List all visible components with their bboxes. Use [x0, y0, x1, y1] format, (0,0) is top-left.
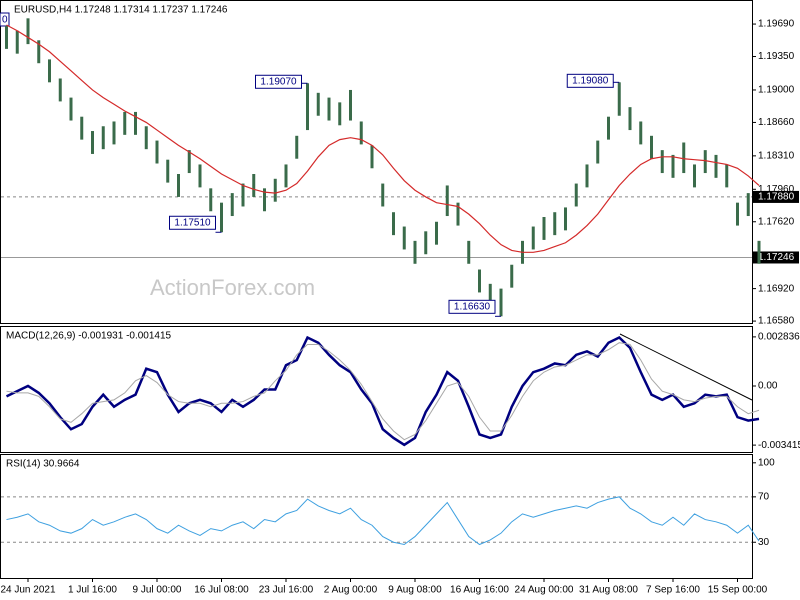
y-tick-label: 1.19690: [758, 19, 795, 30]
corner-box: [0, 12, 10, 27]
y-tick-label: -0.003415: [758, 440, 800, 451]
annotation-box: [255, 74, 302, 89]
x-tick-label: 24 Jun 2021: [0, 585, 55, 596]
y-tick-label: 1.16580: [758, 316, 795, 327]
y-tick-label: 1.16920: [758, 283, 795, 294]
chart-title: EURUSD,H4 1.17248 1.17314 1.17237 1.1724…: [14, 5, 228, 16]
x-tick-label: 15 Sep 00:00: [708, 585, 768, 596]
price-panel: [0, 0, 753, 324]
x-tick-label: 31 Aug 08:00: [579, 585, 638, 596]
level-box: [752, 251, 799, 264]
trend-line: [619, 333, 753, 401]
y-tick-label: 100: [758, 457, 775, 468]
watermark: ActionForex.com: [150, 275, 315, 300]
y-tick-label: 1.18660: [758, 117, 795, 128]
y-tick-label: 70: [758, 491, 770, 502]
macd-title: MACD(12,26,9) -0.001931 -0.001415: [6, 331, 172, 342]
level-label: 1.17246: [758, 252, 795, 263]
x-tick-label: 1 Jul 16:00: [68, 585, 117, 596]
x-tick-label: 9 Jul 00:00: [133, 585, 182, 596]
rsi-title: RSI(14) 30.9664: [6, 459, 80, 470]
level-box: [752, 190, 799, 203]
corner-label: 0: [2, 15, 8, 26]
y-tick-label: 30: [758, 537, 770, 548]
level-label: 1.17880: [758, 192, 795, 203]
x-tick-label: 16 Aug 16:00: [450, 585, 509, 596]
y-tick-label: 1.18310: [758, 150, 795, 161]
annotation-box: [169, 215, 216, 230]
x-tick-label: 2 Aug 00:00: [324, 585, 378, 596]
x-tick-label: 7 Sep 16:00: [646, 585, 700, 596]
annotation-label: 1.16630: [454, 301, 491, 312]
indicator-line: [6, 496, 760, 546]
indicator-line: [5, 335, 760, 447]
annotation-box: [448, 299, 496, 314]
y-tick-label: 1.19000: [758, 85, 795, 96]
annotation-label: 1.17510: [174, 217, 211, 228]
y-tick-label: 1.17620: [758, 216, 795, 227]
annotation-label: 1.19070: [260, 76, 297, 87]
indicator-line: [6, 342, 760, 441]
y-tick-label: 1.17960: [758, 184, 795, 195]
rsi-panel: [0, 454, 753, 579]
annotation-label: 1.19080: [572, 75, 609, 86]
x-tick-label: 24 Aug 00:00: [515, 585, 574, 596]
moving-average: [6, 24, 760, 253]
y-tick-label: 1.19350: [758, 51, 795, 62]
x-tick-label: 9 Aug 08:00: [388, 585, 442, 596]
annotation-box: [566, 73, 614, 88]
x-tick-label: 23 Jul 16:00: [259, 585, 314, 596]
x-tick-label: 16 Jul 08:00: [194, 585, 249, 596]
y-tick-label: 0.00: [758, 381, 778, 392]
macd-panel: [0, 326, 753, 453]
y-tick-label: 0.002836: [758, 332, 800, 343]
